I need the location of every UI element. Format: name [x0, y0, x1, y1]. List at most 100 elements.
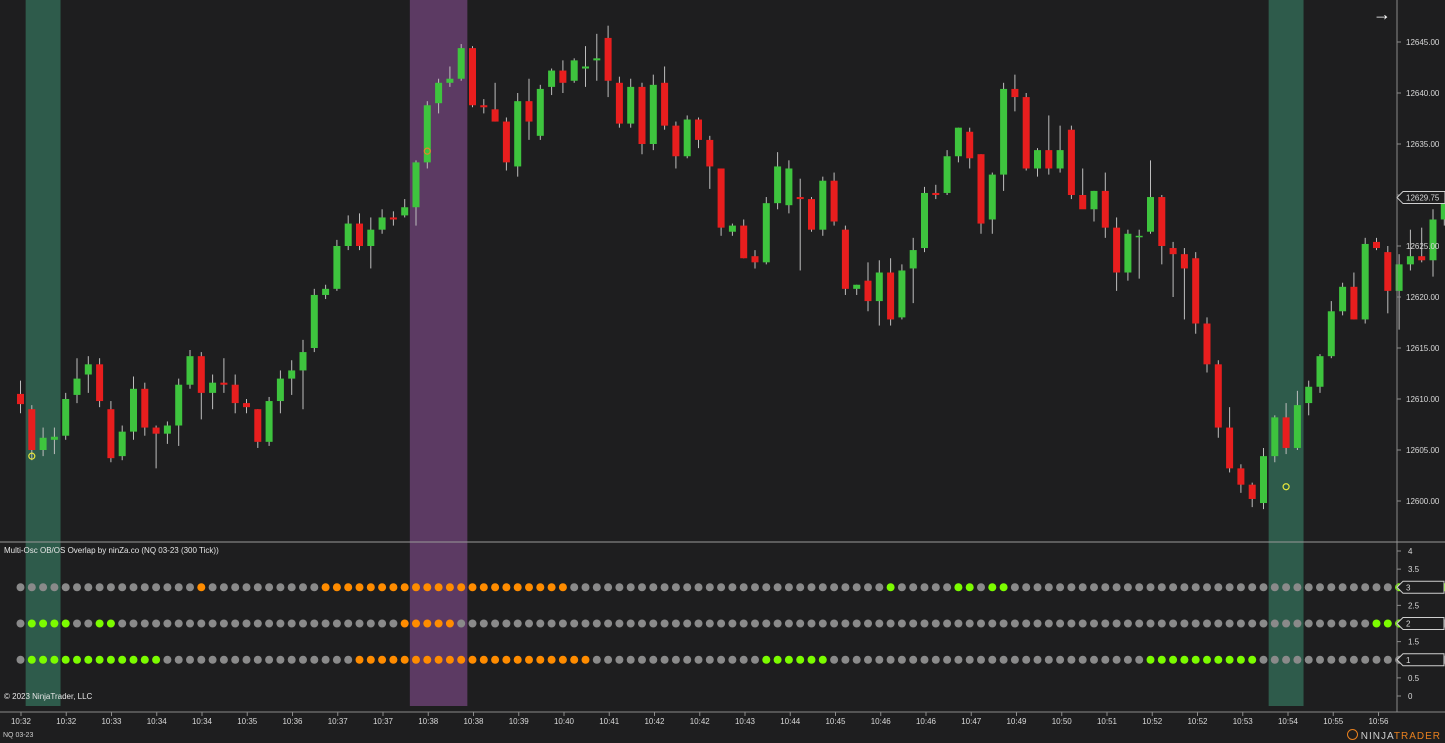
osc-dot — [1270, 619, 1279, 628]
osc-dot — [671, 619, 680, 628]
time-tick-label: 10:42 — [644, 717, 665, 726]
osc-dot — [344, 619, 353, 628]
osc-dot — [400, 619, 409, 628]
osc-dot — [1010, 655, 1019, 664]
osc-dot — [818, 619, 827, 628]
osc-dot — [445, 583, 454, 592]
time-tick-label: 10:32 — [56, 717, 77, 726]
osc-dot — [784, 583, 793, 592]
candle-body-down — [525, 101, 533, 122]
osc-dot — [1044, 583, 1053, 592]
osc-dot — [186, 655, 194, 664]
osc-dot — [27, 619, 36, 628]
osc-dot — [604, 655, 613, 664]
scroll-to-latest-icon[interactable]: → — [1373, 4, 1391, 24]
osc-dot — [502, 583, 511, 592]
osc-dot — [1044, 619, 1053, 628]
candle-body-down — [796, 197, 804, 200]
signal-markers — [28, 147, 1290, 491]
osc-dot — [1112, 583, 1121, 592]
candle-body-up — [412, 162, 420, 208]
osc-dot — [694, 583, 703, 592]
osc-dot — [106, 655, 115, 664]
osc-dot — [592, 619, 601, 628]
osc-dot — [841, 655, 850, 664]
osc-dot — [773, 619, 782, 628]
osc-dot — [988, 583, 997, 592]
candle-body-down — [1158, 197, 1166, 246]
candle-body-up — [728, 225, 736, 232]
osc-dot — [1010, 619, 1019, 628]
osc-dot — [943, 619, 952, 628]
candle-body-up — [367, 229, 375, 246]
osc-dot — [321, 655, 330, 664]
osc-level-marker — [1396, 617, 1445, 630]
osc-dot — [163, 583, 172, 592]
time-axis[interactable]: 10:32 10:32 10:33 10:34 10:34 10:35 10:36 10:37… — [11, 712, 1389, 726]
osc-dot — [1282, 583, 1291, 592]
osc-dot — [1067, 583, 1076, 592]
osc-dot — [242, 583, 251, 592]
osc-dot — [920, 619, 929, 628]
osc-dot — [310, 619, 319, 628]
osc-dot — [1361, 655, 1370, 664]
osc-dot — [671, 655, 680, 664]
osc-dot — [50, 619, 59, 628]
osc-dot — [118, 583, 127, 592]
osc-tick-label: 0 — [1408, 692, 1413, 701]
osc-dot — [977, 655, 985, 664]
candle-body-down — [830, 180, 838, 222]
time-tick-label: 10:54 — [1278, 717, 1299, 726]
candle-body-down — [706, 139, 714, 167]
candle-body-down — [887, 272, 895, 320]
candle-body-down — [672, 125, 680, 157]
osc-dot — [1169, 583, 1178, 592]
osc-dot — [1101, 655, 1110, 664]
instrument-label: NQ 03-23 — [3, 732, 34, 739]
candle-body-up — [1395, 264, 1403, 291]
osc-dot — [1090, 619, 1098, 628]
osc-dot — [592, 583, 601, 592]
osc-dot — [638, 619, 646, 628]
candle-body-up — [1090, 190, 1098, 210]
time-tick-label: 10:42 — [690, 717, 711, 726]
osc-dot — [61, 583, 70, 592]
osc-dot — [129, 619, 138, 628]
osc-dot — [570, 583, 579, 592]
candle-body-down — [695, 119, 702, 140]
osc-dot — [536, 619, 545, 628]
candle-body-down — [661, 82, 669, 126]
osc-dot — [864, 583, 872, 592]
osc-dot — [310, 583, 319, 592]
time-tick-label: 10:49 — [1006, 717, 1027, 726]
price-tick-label: 12635.00 — [1406, 140, 1440, 149]
candle-body-down — [1045, 150, 1053, 169]
osc-dot — [1112, 655, 1121, 664]
osc-dot — [140, 583, 149, 592]
osc-dot — [344, 583, 353, 592]
osc-dot — [287, 583, 296, 592]
osc-dot — [999, 655, 1008, 664]
osc-dot — [265, 619, 274, 628]
osc-dot — [1383, 619, 1392, 628]
osc-dot — [1259, 655, 1268, 664]
osc-dot — [1056, 619, 1065, 628]
time-tick-label: 10:40 — [554, 717, 575, 726]
osc-dot — [378, 583, 387, 592]
candle-body-up — [627, 86, 635, 124]
osc-dot — [525, 619, 533, 628]
osc-dot — [751, 655, 759, 664]
osc-dot — [479, 619, 488, 628]
candle-body-up — [401, 207, 409, 216]
osc-dot — [694, 619, 703, 628]
osc-dot — [174, 619, 183, 628]
candle-body-up — [209, 382, 217, 393]
osc-dot — [1022, 583, 1031, 592]
candle-body-up — [73, 378, 81, 395]
osc-dot — [1157, 619, 1166, 628]
osc-dot — [378, 655, 387, 664]
osc-dot — [502, 655, 511, 664]
osc-dot — [547, 619, 556, 628]
